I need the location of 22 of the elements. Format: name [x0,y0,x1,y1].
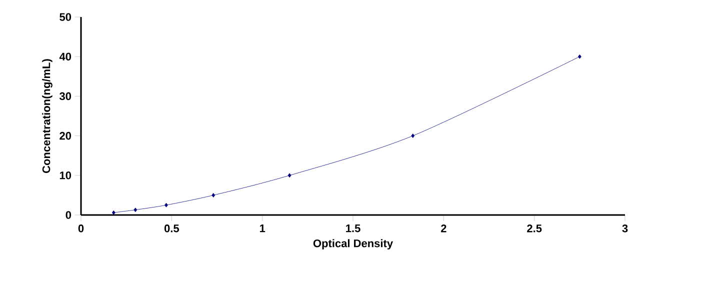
point [164,202,168,208]
x-tick-label: 1 [260,224,266,232]
y-tick-label: 40 [59,52,72,60]
point [411,134,415,138]
x-tick-label: 0.5 [164,224,180,232]
y-tick-label: 30 [59,92,72,100]
y-tick-label: 20 [60,132,72,140]
x-axis-title: Optical Density [313,239,393,250]
point [578,54,582,59]
x-tick-label: 2 [440,224,446,232]
x-tick-label: 2.5 [527,224,542,232]
point [112,210,116,215]
point [134,208,138,212]
point [288,173,292,178]
y-tick-label: 10 [60,172,72,180]
y-tick-label: 0 [66,211,72,219]
x-tick-label: 1.5 [346,224,360,232]
x-tick-label: 0 [78,224,84,232]
y-tick-label: 50 [60,13,72,21]
point [212,193,216,198]
y-axis-title: Concentration(ng/mL) [42,59,52,173]
x-tick-label: 3 [622,224,628,232]
